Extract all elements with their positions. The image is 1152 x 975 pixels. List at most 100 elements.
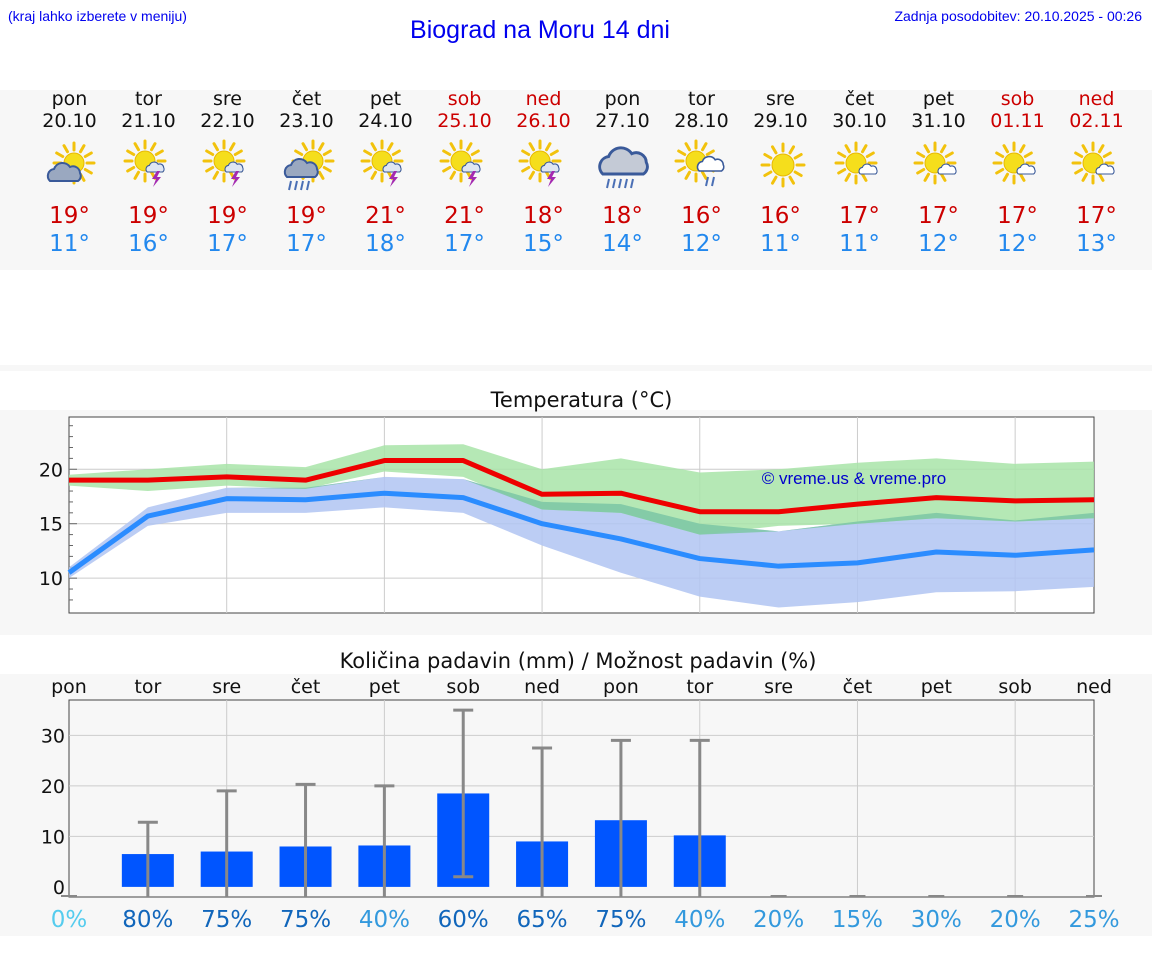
min-temp: 11° — [49, 231, 90, 257]
max-temp: 21° — [444, 203, 485, 229]
precip-probability: 75% — [280, 907, 331, 933]
min-temp: 16° — [128, 231, 169, 257]
day-date: 02.11 — [1069, 110, 1124, 132]
precip-day-label: sob — [446, 676, 480, 698]
day-date: 01.11 — [990, 110, 1045, 132]
precip-day-label: pon — [603, 676, 639, 698]
precip-day-label: pet — [369, 676, 400, 698]
day-date: 24.10 — [358, 110, 413, 132]
precip-probability: 40% — [359, 907, 410, 933]
max-temp: 21° — [365, 203, 406, 229]
location-hint[interactable]: (kraj lahko izberete v meniju) — [8, 8, 187, 24]
max-temp: 19° — [207, 203, 248, 229]
precip-day-label: pon — [51, 676, 87, 698]
min-temp: 12° — [918, 231, 959, 257]
day-date: 22.10 — [200, 110, 255, 132]
max-temp: 16° — [760, 203, 801, 229]
sun-small-cloud-icon — [820, 132, 899, 202]
day-column: ned 26.10 18° 15° — [504, 88, 583, 258]
day-column: pet 31.10 17° 12° — [899, 88, 978, 258]
precip-title: Količina padavin (mm) / Možnost padavin … — [340, 649, 817, 673]
min-temp: 11° — [839, 231, 880, 257]
precip-day-label: sre — [212, 676, 241, 698]
day-name: ned — [525, 88, 562, 110]
day-column: pon 27.10 18° 14° — [583, 88, 662, 258]
sun-icon — [741, 132, 820, 202]
precip-ytick-label: 30 — [41, 725, 65, 747]
watermark: © vreme.us & vreme.pro — [762, 469, 946, 488]
max-temp: 19° — [49, 203, 90, 229]
min-temp: 17° — [286, 231, 327, 257]
day-column: čet 23.10 19° 17° — [267, 88, 346, 258]
precip-ytick-label: 0 — [53, 877, 65, 899]
precip-probability: 65% — [517, 907, 568, 933]
partly-cloudy-icon — [30, 132, 109, 202]
precip-probability: 60% — [438, 907, 489, 933]
day-date: 28.10 — [674, 110, 729, 132]
precip-probability: 40% — [674, 907, 725, 933]
max-temp: 17° — [918, 203, 959, 229]
min-temp: 12° — [681, 231, 722, 257]
precip-day-label: tor — [134, 676, 161, 698]
precip-probability: 15% — [832, 907, 883, 933]
day-date: 21.10 — [121, 110, 176, 132]
min-temp: 14° — [602, 231, 643, 257]
precip-probability: 0% — [51, 907, 88, 933]
day-date: 23.10 — [279, 110, 334, 132]
day-date: 30.10 — [832, 110, 887, 132]
day-name: pet — [369, 88, 402, 110]
day-column: pon 20.10 19° 11° — [30, 88, 109, 258]
precip-day-label: ned — [1076, 676, 1112, 698]
day-name: pet — [922, 88, 955, 110]
precip-day-label: čet — [843, 676, 873, 698]
day-column: sre 29.10 16° 11° — [741, 88, 820, 258]
min-temp: 12° — [997, 231, 1038, 257]
day-column: ned 02.11 17° 13° — [1057, 88, 1136, 258]
min-temp-line — [67, 490, 1095, 575]
precip-probability: 75% — [201, 907, 252, 933]
precip-day-label: čet — [291, 676, 321, 698]
max-temp: 16° — [681, 203, 722, 229]
cloud-rain-icon — [583, 132, 662, 202]
precip-ytick-label: 20 — [41, 776, 65, 798]
max-temp: 17° — [1076, 203, 1117, 229]
precip-probability: 20% — [990, 907, 1041, 933]
day-date: 29.10 — [753, 110, 808, 132]
day-column: sob 25.10 21° 17° — [425, 88, 504, 258]
min-temp: 18° — [365, 231, 406, 257]
day-column: sre 22.10 19° 17° — [188, 88, 267, 258]
day-name: sob — [447, 88, 482, 110]
precip-day-label: ned — [524, 676, 560, 698]
min-temp: 17° — [444, 231, 485, 257]
min-temp: 17° — [207, 231, 248, 257]
precip-day-label: tor — [686, 676, 713, 698]
day-name: čet — [291, 88, 322, 110]
temp-ytick-label: 20 — [39, 459, 63, 481]
day-date: 27.10 — [595, 110, 650, 132]
day-name: sre — [766, 88, 795, 110]
min-temp: 11° — [760, 231, 801, 257]
day-name: pon — [604, 88, 641, 110]
sun-thunder-icon — [346, 132, 425, 202]
max-temp: 17° — [839, 203, 880, 229]
precip-ytick-label: 10 — [41, 826, 65, 848]
sun-small-cloud-icon — [978, 132, 1057, 202]
day-name: ned — [1078, 88, 1115, 110]
day-column: čet 30.10 17° 11° — [820, 88, 899, 258]
max-temp: 17° — [997, 203, 1038, 229]
min-temp-band — [69, 476, 1094, 608]
gap-band — [0, 365, 1152, 371]
sun-thunder-icon — [188, 132, 267, 202]
max-temp: 18° — [602, 203, 643, 229]
precip-probability: 75% — [595, 907, 646, 933]
day-date: 20.10 — [42, 110, 97, 132]
precip-probability: 80% — [122, 907, 173, 933]
precip-probability: 25% — [1068, 907, 1119, 933]
day-name: tor — [135, 88, 162, 110]
precip-probability: 20% — [753, 907, 804, 933]
sun-small-cloud-icon — [899, 132, 978, 202]
max-temp-band — [69, 444, 1094, 535]
sun-thunder-icon — [109, 132, 188, 202]
temp-ytick-label: 10 — [39, 568, 63, 590]
